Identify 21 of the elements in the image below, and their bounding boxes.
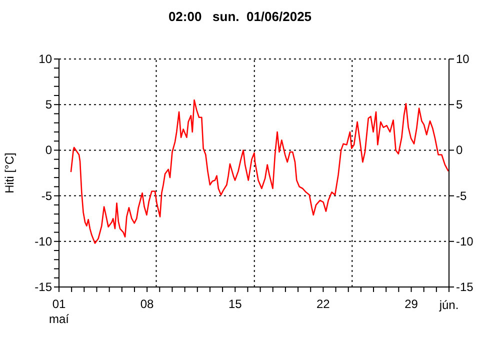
y-axis-title: Hiti [°C] bbox=[2, 152, 16, 194]
x-tick-label: 15 bbox=[228, 297, 242, 311]
y2-tick-label: 5 bbox=[456, 98, 463, 112]
y-tick-label: -15 bbox=[34, 280, 52, 294]
y-tick-label: -10 bbox=[34, 234, 52, 248]
y2-tick-label: -5 bbox=[456, 188, 467, 203]
y-tick-label: 0 bbox=[45, 143, 52, 158]
line-series bbox=[70, 99, 449, 244]
y-tick-label: -5 bbox=[41, 188, 52, 203]
chart-title: 02:00 sun. 01/06/2025 bbox=[167, 9, 313, 24]
y2-tick-label: -15 bbox=[456, 280, 474, 294]
y-tick-label: 10 bbox=[38, 52, 52, 66]
x-tick-label: 29 bbox=[404, 297, 418, 311]
x-tick-label: jún. bbox=[438, 298, 459, 312]
x-tick-label: 22 bbox=[316, 297, 330, 311]
y2-tick-label: -10 bbox=[456, 234, 474, 248]
x-tick-label: 08 bbox=[140, 297, 154, 311]
y-tick-label: 5 bbox=[45, 98, 52, 112]
y2-tick-label: 10 bbox=[456, 52, 470, 66]
y2-tick-label: 0 bbox=[456, 143, 463, 158]
x-tick-label: 01 maí bbox=[48, 297, 70, 326]
